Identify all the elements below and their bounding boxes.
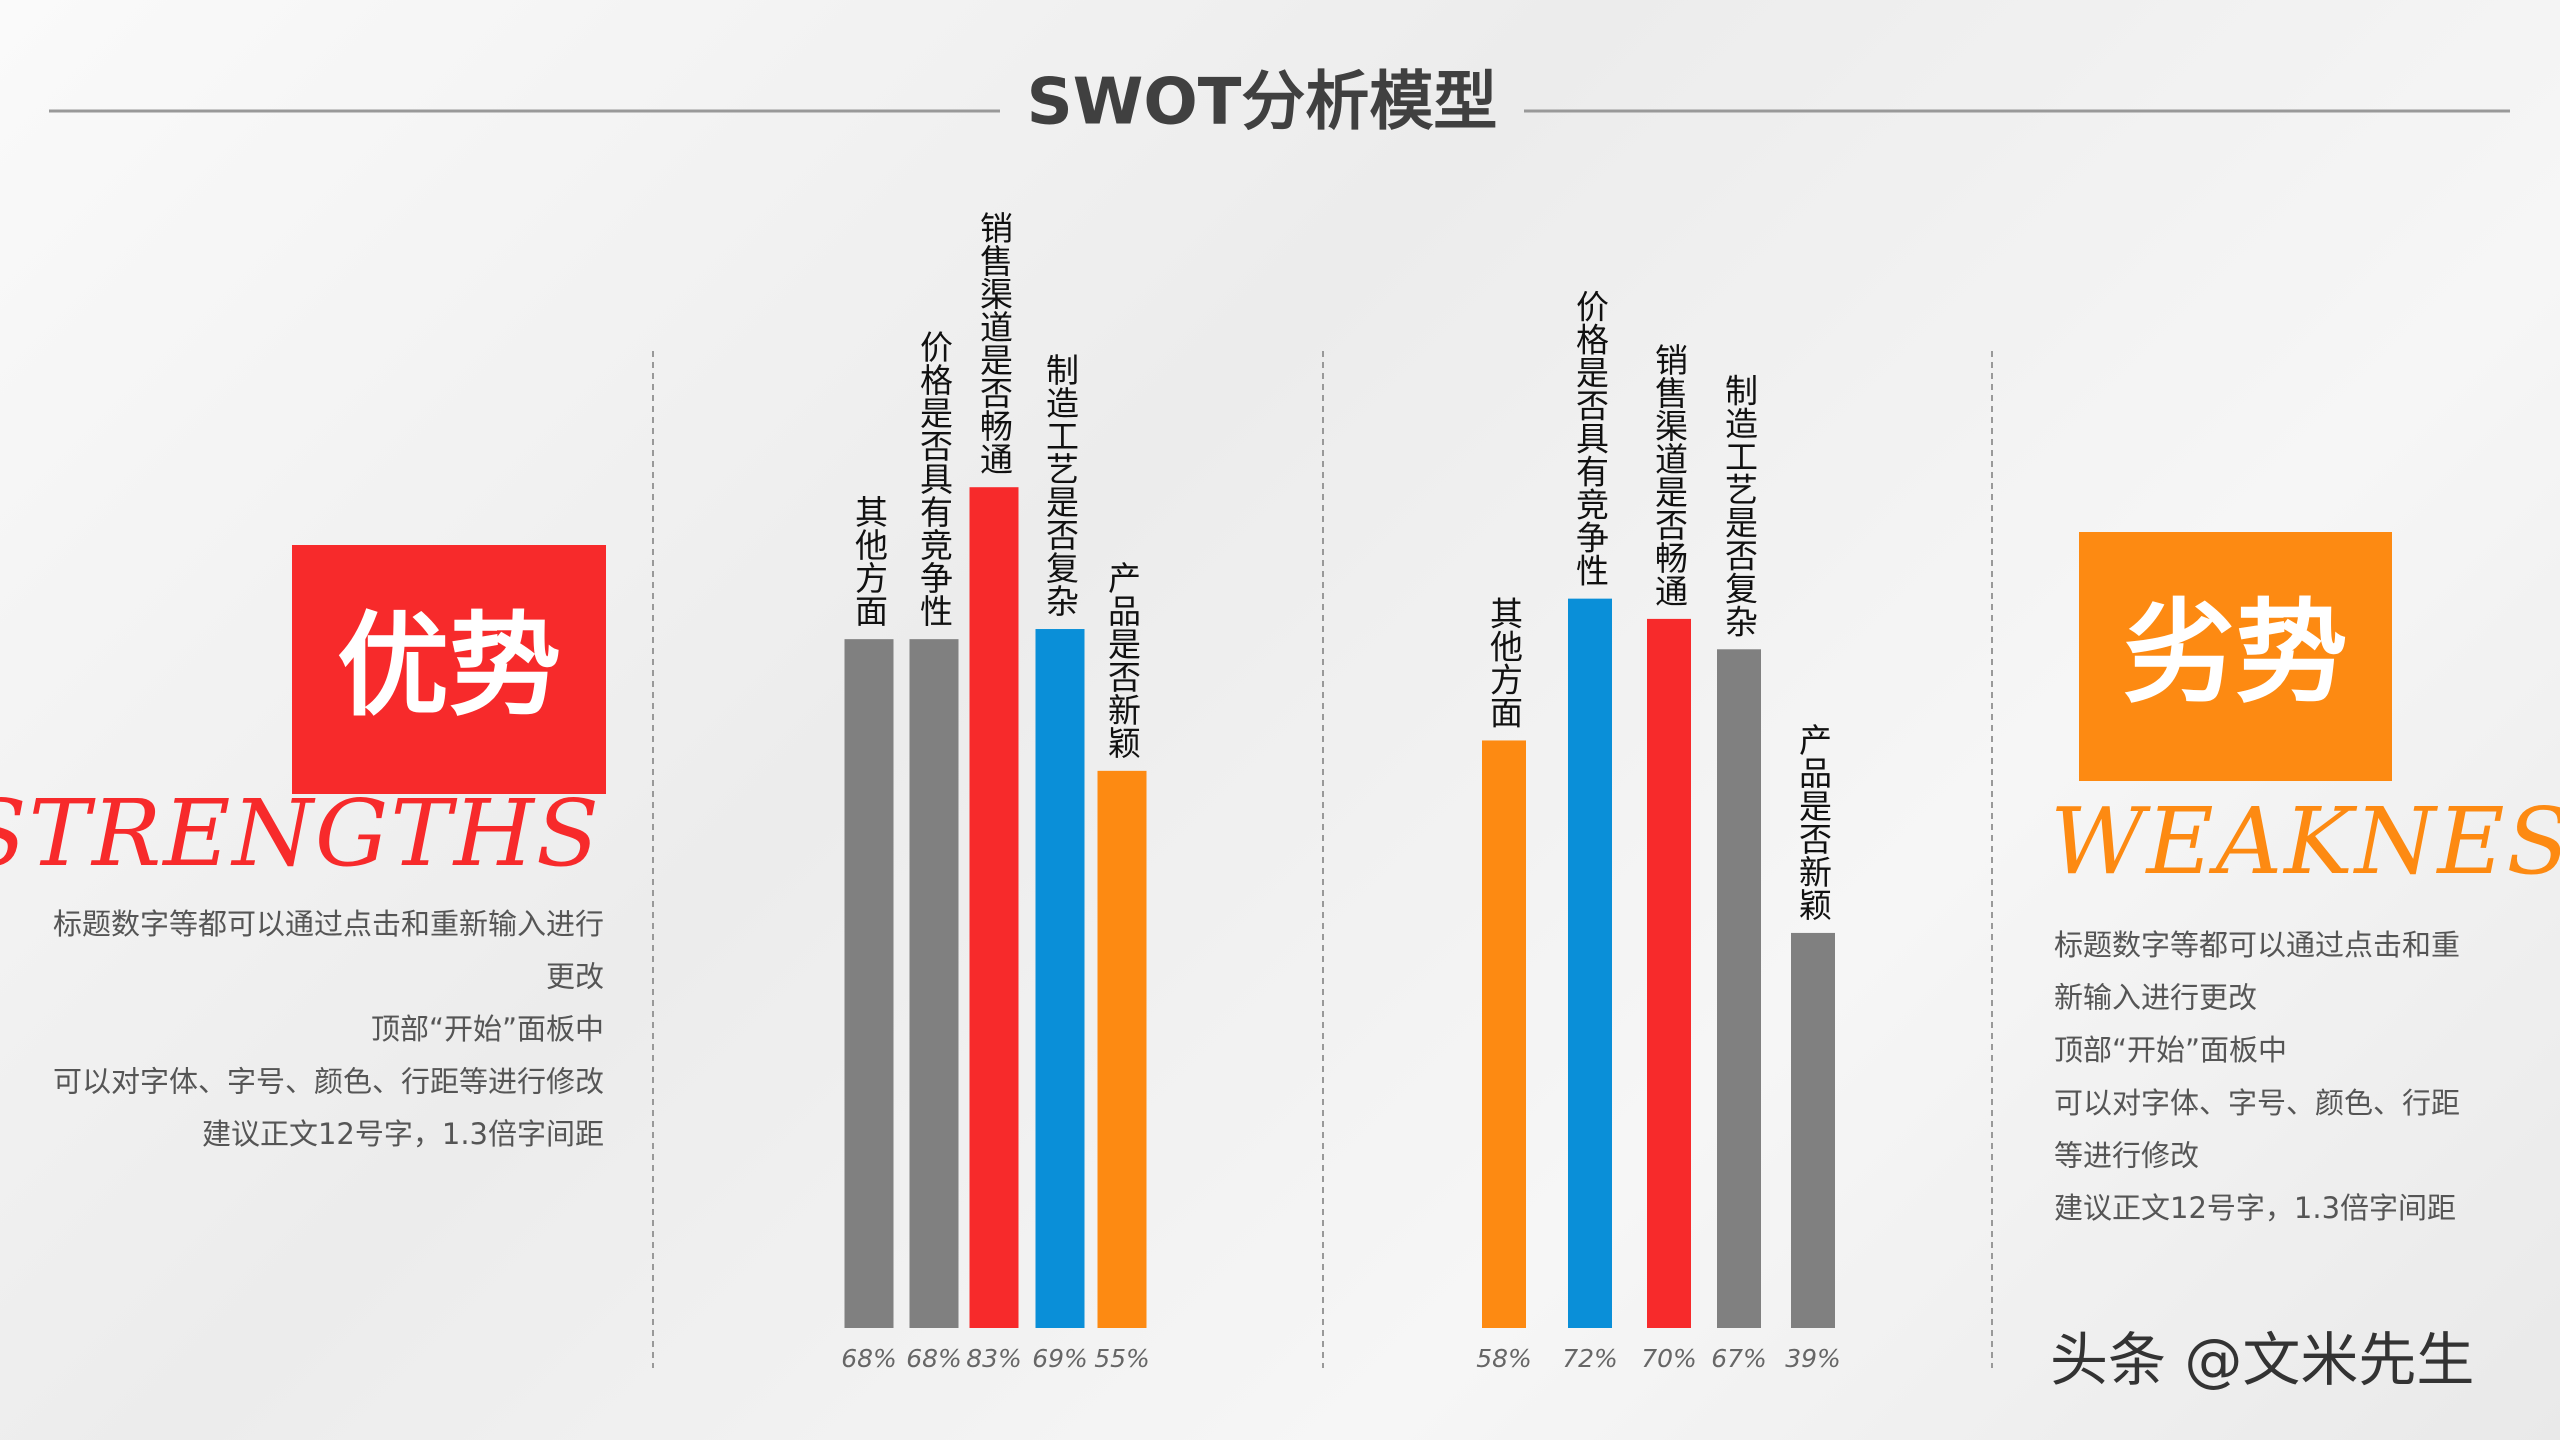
category-label: 制造工艺是否复杂 — [1041, 353, 1080, 617]
bar — [1647, 618, 1691, 1328]
body-line: 可以对字体、字号、颜色、行距 — [2054, 1086, 2460, 1120]
bar — [1717, 649, 1761, 1328]
bar — [1097, 770, 1147, 1328]
value-label: 55% — [1094, 1344, 1150, 1373]
body-line: 标题数字等都可以通过点击和重 — [2054, 928, 2460, 962]
category-label: 销售渠道是否畅通 — [975, 211, 1014, 475]
label-text: 劣势 — [2124, 588, 2348, 718]
body-line: 建议正文12号字，1.3倍字间距 — [2054, 1191, 2456, 1225]
category-label: 产品是否新颖 — [1103, 561, 1142, 759]
category-label: 其他方面 — [850, 495, 889, 627]
value-label: 58% — [1476, 1344, 1532, 1373]
body-line: 建议正文12号字，1.3倍字间距 — [202, 1117, 604, 1151]
value-label: 69% — [1032, 1344, 1088, 1373]
label-box — [2079, 532, 2392, 781]
bar — [844, 639, 894, 1328]
body-line: 更改 — [546, 960, 604, 994]
value-label: 83% — [966, 1344, 1022, 1373]
body-line: 等进行修改 — [2054, 1138, 2199, 1172]
value-label: 72% — [1562, 1344, 1618, 1373]
bar — [909, 639, 959, 1328]
label-box — [292, 545, 606, 794]
category-label: 价格是否具有竞争性 — [1571, 290, 1610, 587]
value-label: 67% — [1711, 1344, 1767, 1373]
value-label: 70% — [1641, 1344, 1697, 1373]
body-line: 新输入进行更改 — [2054, 981, 2257, 1015]
category-label: 销售渠道是否畅通 — [1650, 343, 1689, 607]
bar — [1791, 932, 1835, 1328]
category-label: 产品是否新颖 — [1794, 723, 1833, 921]
category-label: 制造工艺是否复杂 — [1720, 373, 1759, 637]
value-label: 68% — [841, 1344, 897, 1373]
category-label: 价格是否具有竞争性 — [915, 330, 954, 627]
page-title: SWOT分析模型 — [1027, 66, 1498, 140]
value-label: 39% — [1785, 1344, 1841, 1373]
bar — [1035, 629, 1085, 1328]
bar — [1482, 740, 1526, 1328]
category-label: 其他方面 — [1485, 596, 1524, 728]
watermark: 头条 @文米先生 — [2050, 1326, 2474, 1394]
value-label: 68% — [906, 1344, 962, 1373]
bar — [1568, 598, 1612, 1328]
body-line: 顶部“开始”面板中 — [371, 1012, 604, 1046]
english-label: Weaknesses — [2050, 788, 2560, 895]
english-label: Strengths — [0, 780, 601, 887]
label-text: 优势 — [337, 601, 561, 731]
body-line: 标题数字等都可以通过点击和重新输入进行 — [53, 907, 604, 941]
body-line: 顶部“开始”面板中 — [2054, 1033, 2287, 1067]
body-line: 可以对字体、字号、颜色、行距等进行修改 — [53, 1065, 604, 1099]
bar — [969, 487, 1019, 1329]
